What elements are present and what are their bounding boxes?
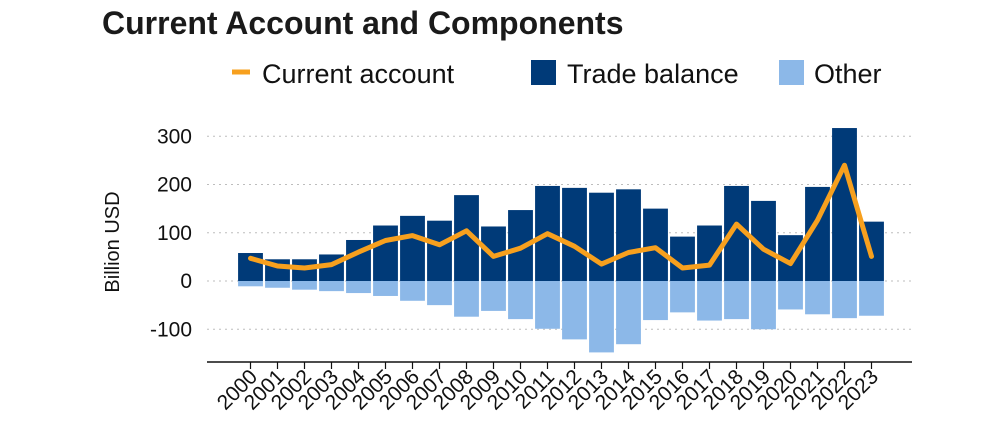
y-axis-ticks: -100 0 100 200 300 <box>150 125 192 341</box>
legend-label-other: Other <box>814 59 882 89</box>
bar-other-2018 <box>724 281 749 320</box>
bar-other-2002 <box>292 281 317 290</box>
y-tick-label: 0 <box>180 270 192 293</box>
legend-swatch-trade-balance <box>531 60 556 85</box>
bar-trade-balance-2015 <box>643 208 668 281</box>
bar-other-2008 <box>454 281 479 317</box>
legend-item-other: Other <box>779 59 882 89</box>
bar-other-2001 <box>265 281 290 288</box>
legend-label-trade-balance: Trade balance <box>567 59 739 89</box>
bar-other-2011 <box>535 281 560 329</box>
legend-item-trade-balance: Trade balance <box>531 59 739 89</box>
y-tick-label: -100 <box>150 318 192 341</box>
bar-other-2003 <box>319 281 344 292</box>
bar-trade-balance-2006 <box>400 215 425 281</box>
bar-other-2020 <box>778 281 803 310</box>
chart-title: Current Account and Components <box>102 5 623 41</box>
y-axis-label: Billion USD <box>102 191 124 292</box>
legend-swatch-other <box>779 60 804 85</box>
x-axis-ticks: 2000200120022003200420052006200720082009… <box>213 362 883 415</box>
bar-other-2017 <box>697 281 722 321</box>
bar-other-2004 <box>346 281 371 294</box>
bar-other-2006 <box>400 281 425 301</box>
y-tick-label: 100 <box>157 222 192 245</box>
bar-other-2016 <box>670 281 695 313</box>
bar-other-2009 <box>481 281 506 311</box>
bar-trade-balance-2005 <box>373 225 398 281</box>
bar-trade-balance-2014 <box>616 189 641 281</box>
bar-trade-balance-2013 <box>589 192 614 281</box>
legend: Current account Trade balance Other <box>232 59 882 89</box>
bar-other-2021 <box>805 281 830 315</box>
current-account-line <box>248 162 874 271</box>
bar-other-2012 <box>562 281 587 340</box>
line-current-account <box>248 162 874 271</box>
legend-label-current-account: Current account <box>262 59 455 89</box>
bar-other-2019 <box>751 281 776 330</box>
bar-trade-balance-2012 <box>562 187 587 281</box>
bar-trade-balance-2022 <box>832 128 857 281</box>
bar-other-2010 <box>508 281 533 320</box>
bar-other-2005 <box>373 281 398 296</box>
bar-trade-balance-2007 <box>427 220 452 281</box>
y-tick-label: 300 <box>157 125 192 148</box>
y-tick-label: 200 <box>157 174 192 197</box>
bar-other-2007 <box>427 281 452 306</box>
legend-item-current-account: Current account <box>232 59 455 89</box>
bar-other-2023 <box>859 281 884 316</box>
bar-other-2014 <box>616 281 641 345</box>
bar-other-2013 <box>589 281 614 353</box>
bar-other-2000 <box>238 281 263 287</box>
bar-other-2015 <box>643 281 668 321</box>
bar-other-2022 <box>832 281 857 319</box>
